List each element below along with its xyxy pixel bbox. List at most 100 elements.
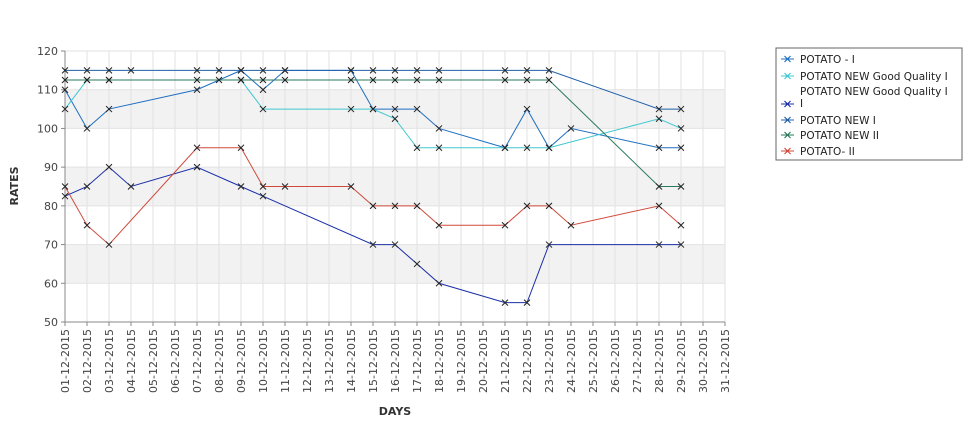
series-line [64, 166, 681, 304]
data-point-marker [523, 105, 531, 113]
data-point-marker [435, 221, 443, 229]
data-point-marker [259, 105, 267, 113]
data-point-marker [369, 105, 377, 113]
x-tick-label: 31-12-2015 [719, 329, 732, 393]
x-tick-label: 20-12-2015 [477, 329, 490, 393]
series-line [65, 79, 681, 187]
data-point-marker [677, 144, 685, 152]
data-point-marker [435, 67, 443, 74]
y-tick-label: 120 [37, 45, 58, 58]
data-point-marker [501, 67, 509, 74]
x-tick-label: 12-12-2015 [301, 329, 314, 393]
data-point-marker [545, 67, 553, 74]
series-1 [61, 67, 685, 152]
x-tick-label: 08-12-2015 [213, 329, 226, 393]
data-point-marker [237, 183, 245, 190]
data-point-marker [347, 76, 355, 84]
x-tick-labels: 01-12-2015 02-12-2015 03-12-2015 04-12-2015… [59, 329, 732, 393]
series-line [64, 69, 681, 149]
data-point-marker [545, 76, 553, 84]
x-tick-label: 29-12-2015 [675, 329, 688, 393]
data-point-marker [105, 76, 113, 84]
data-point-marker [523, 299, 531, 306]
x-tick-label: 01-12-2015 [59, 329, 72, 393]
x-tick-label: 02-12-2015 [81, 329, 94, 393]
data-point-marker [413, 144, 421, 152]
x-tick-label: 16-12-2015 [389, 329, 402, 393]
y-tick-labels: 50 60 70 80 90 100 110 120 [37, 45, 58, 329]
data-point-marker [259, 76, 267, 84]
y-tick-label: 80 [44, 200, 58, 213]
data-point-marker [391, 241, 399, 248]
x-tick-label: 13-12-2015 [323, 329, 336, 393]
data-point-marker [655, 202, 663, 210]
data-point-marker [193, 163, 201, 171]
x-tick-label: 14-12-2015 [345, 329, 358, 393]
y-tick-label: 50 [44, 316, 58, 329]
x-axis-title: DAYS [379, 405, 412, 418]
data-point-marker [105, 241, 113, 248]
legend-swatch-marker [784, 116, 791, 124]
data-point-marker [545, 202, 553, 210]
x-tick-label: 26-12-2015 [609, 329, 622, 393]
data-point-marker [83, 125, 91, 132]
y-tick-label: 100 [37, 122, 58, 135]
data-point-marker [655, 115, 663, 123]
legend-label: POTATO - I [800, 54, 855, 66]
data-point-marker [435, 76, 443, 84]
x-tick-label: 05-12-2015 [147, 329, 160, 393]
data-point-marker [281, 76, 289, 84]
data-point-marker [523, 76, 531, 84]
data-point-marker [501, 299, 509, 306]
data-point-marker [83, 183, 91, 190]
legend-item: POTATO- II [781, 146, 855, 158]
data-point-marker [391, 76, 399, 84]
x-tick-label: 23-12-2015 [543, 329, 556, 393]
data-point-marker [677, 241, 685, 248]
data-point-marker [413, 260, 421, 268]
x-tick-label: 04-12-2015 [125, 329, 138, 393]
data-point-marker [391, 105, 399, 113]
data-point-marker [391, 202, 399, 210]
series-line [64, 147, 682, 246]
series-layer [61, 67, 685, 306]
legend-swatch-marker [784, 72, 791, 80]
data-point-marker [435, 125, 443, 132]
x-tick-label: 15-12-2015 [367, 329, 380, 393]
legend-swatch-marker [784, 147, 791, 155]
data-point-marker [369, 202, 377, 210]
data-point-marker [127, 67, 135, 74]
legend-swatch-marker [784, 55, 791, 63]
y-axis-title: RATES [8, 166, 21, 205]
x-tick-label: 17-12-2015 [411, 329, 424, 393]
x-tick-label: 22-12-2015 [521, 329, 534, 393]
data-point-marker [193, 67, 201, 74]
y-tick-label: 90 [44, 161, 58, 174]
data-point-marker [259, 183, 267, 190]
x-tick-label: 06-12-2015 [169, 329, 182, 393]
legend-item: POTATO NEW II [781, 130, 879, 142]
data-point-marker [105, 163, 113, 171]
data-point-marker [523, 67, 531, 74]
data-point-marker [193, 144, 201, 152]
x-tick-label: 19-12-2015 [455, 329, 468, 393]
data-point-marker [237, 76, 245, 84]
data-point-marker [259, 86, 267, 94]
data-point-marker [259, 67, 267, 74]
data-point-marker [655, 241, 663, 248]
data-point-marker [281, 183, 289, 190]
data-point-marker [347, 105, 355, 113]
x-tick-label: 10-12-2015 [257, 329, 270, 393]
data-point-marker [61, 86, 69, 94]
data-point-marker [545, 144, 553, 152]
legend-label: POTATO NEW Good Quality I [800, 71, 948, 83]
legend-swatch-marker [784, 131, 791, 139]
data-point-marker [369, 67, 377, 74]
series-3 [61, 163, 685, 306]
data-point-marker [281, 67, 289, 74]
data-point-marker [391, 115, 399, 123]
data-point-marker [259, 192, 267, 200]
data-point-marker [369, 241, 377, 248]
